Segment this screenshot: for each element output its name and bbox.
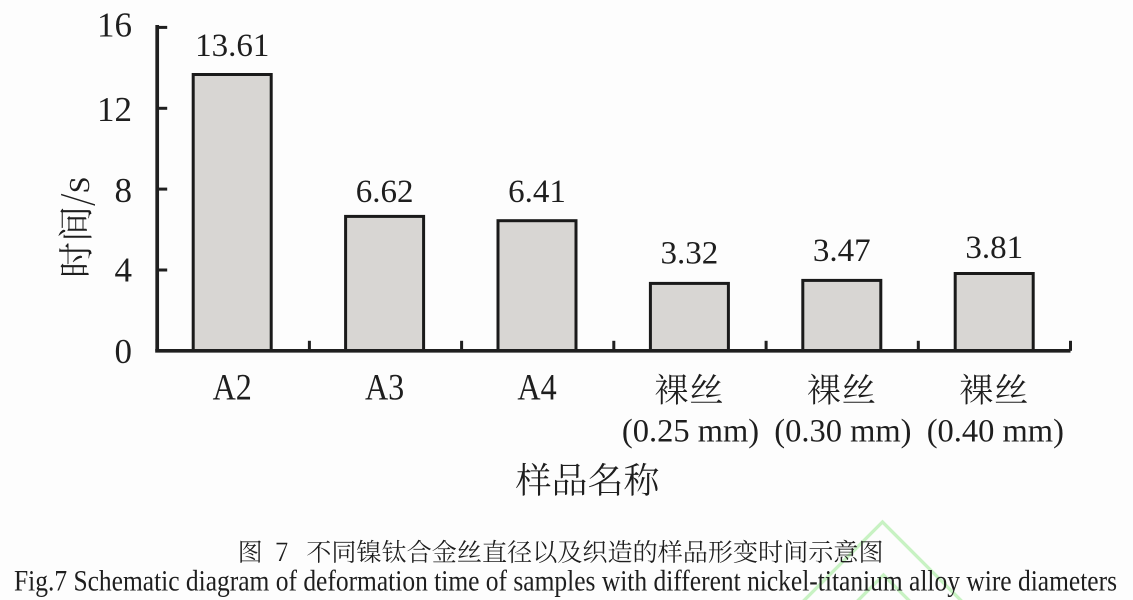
svg-text:13.61: 13.61 [195, 28, 269, 64]
svg-text:(0.25 mm): (0.25 mm) [622, 414, 759, 450]
svg-text:12: 12 [97, 90, 132, 129]
svg-text:(0.30 mm): (0.30 mm) [774, 414, 911, 450]
svg-text:8: 8 [115, 171, 133, 210]
svg-text:A3: A3 [365, 368, 404, 408]
svg-text:A4: A4 [517, 368, 556, 408]
svg-text:0: 0 [115, 332, 133, 371]
svg-text:3.81: 3.81 [965, 230, 1023, 266]
svg-text:Fig.7 Schematic diagram of def: Fig.7 Schematic diagram of deformation t… [14, 565, 1117, 598]
svg-text:(0.40 mm): (0.40 mm) [927, 414, 1064, 450]
svg-text:4: 4 [115, 251, 133, 290]
svg-text:3.32: 3.32 [661, 236, 719, 272]
svg-text:16: 16 [97, 6, 132, 45]
svg-text:6.62: 6.62 [356, 174, 414, 210]
svg-text:3.47: 3.47 [813, 233, 871, 269]
svg-text:A2: A2 [213, 368, 252, 408]
svg-text:6.41: 6.41 [508, 174, 566, 210]
